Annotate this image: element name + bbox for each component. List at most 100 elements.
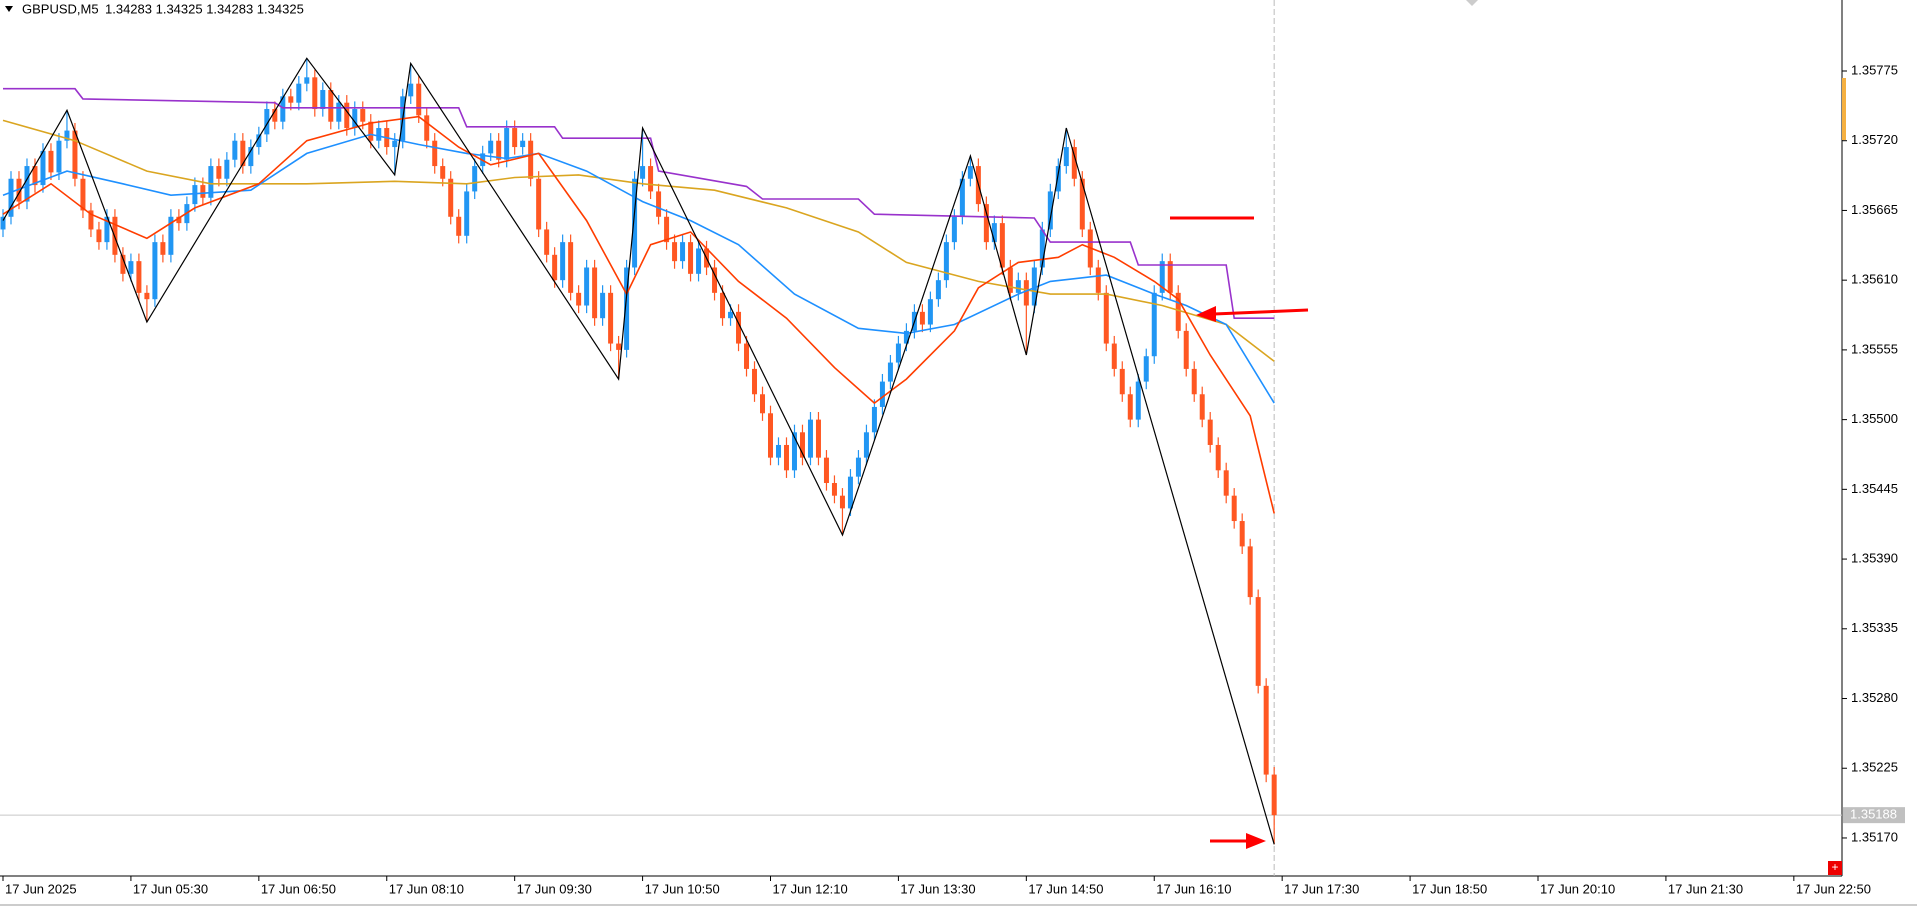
symbol-title: GBPUSD,M5	[22, 1, 99, 16]
y-tick-label: 1.35665	[1851, 202, 1898, 217]
candle-body	[696, 248, 702, 274]
candle-body	[1047, 191, 1053, 230]
candle-body	[1231, 495, 1237, 522]
candle-body	[728, 311, 734, 319]
menu-triangle[interactable]	[5, 6, 13, 12]
candle-body	[640, 166, 646, 179]
candle-body	[344, 102, 350, 129]
candle-body	[632, 178, 638, 268]
candle-body	[304, 77, 310, 84]
y-tick-label: 1.35335	[1851, 620, 1898, 635]
candle-body	[488, 140, 494, 154]
candle-body	[927, 299, 933, 325]
candle-body	[1039, 229, 1045, 268]
candle-body	[720, 292, 726, 319]
candle-body	[672, 242, 678, 262]
y-tick-label: 1.35390	[1851, 551, 1898, 566]
candle-body	[536, 178, 542, 230]
candle-body	[680, 242, 686, 262]
x-tick-label: 17 Jun 22:50	[1796, 881, 1871, 896]
candle-body	[160, 242, 166, 255]
candle-body	[879, 381, 885, 407]
candle-body	[560, 242, 566, 281]
candle-body	[951, 216, 957, 243]
candle-body	[1183, 330, 1189, 369]
add-button-icon[interactable]: +	[1831, 860, 1838, 874]
x-tick-label: 17 Jun 08:10	[389, 881, 464, 896]
candle-body	[8, 178, 14, 217]
candle-body	[40, 150, 46, 186]
candle-body	[1023, 280, 1029, 306]
candle-body	[192, 185, 198, 205]
candle-body	[0, 216, 6, 230]
x-tick-label: 17 Jun 18:50	[1412, 881, 1487, 896]
candle-body	[839, 495, 845, 509]
last-price-box	[1843, 807, 1905, 824]
axis-marker	[1842, 78, 1846, 140]
candle-body	[616, 343, 622, 350]
x-tick-label: 17 Jun 10:50	[645, 881, 720, 896]
candle-body	[1127, 394, 1133, 420]
candle-body	[1143, 356, 1149, 382]
candle-body	[336, 102, 342, 122]
last-price-label: 1.35188	[1850, 807, 1897, 822]
candle-body	[1175, 292, 1181, 331]
x-tick-label: 17 Jun 21:30	[1668, 881, 1743, 896]
x-tick-label: 17 Jun 2025	[5, 881, 77, 896]
candle-body	[1031, 267, 1037, 306]
candle-body	[1103, 292, 1109, 344]
indicator-line	[2, 57, 1275, 845]
candle-body	[1247, 546, 1253, 598]
candle-body	[280, 96, 286, 122]
candle-body	[512, 128, 518, 148]
candle-body	[624, 267, 630, 350]
candle-body	[24, 166, 30, 202]
candle-body	[320, 90, 326, 110]
candle-body	[752, 368, 758, 395]
candle-body	[240, 140, 246, 167]
candle-body	[736, 311, 742, 344]
candle-body	[1207, 419, 1213, 445]
x-tick-label: 17 Jun 12:10	[773, 881, 848, 896]
candle-body	[72, 130, 78, 179]
candle-body	[1055, 166, 1061, 192]
candle-body	[200, 185, 206, 198]
candle-body	[328, 90, 334, 122]
candle-body	[847, 476, 853, 509]
quotes: 1.34283 1.34325 1.34283 1.34325	[105, 1, 304, 16]
candle-body	[248, 147, 254, 167]
candle-body	[943, 242, 949, 281]
candle-body	[1239, 521, 1245, 547]
candle-body	[903, 330, 909, 344]
candle-body	[688, 242, 694, 274]
candle-body	[664, 216, 670, 243]
candle-body	[863, 432, 869, 458]
x-tick-label: 17 Jun 06:50	[261, 881, 336, 896]
candle-body	[528, 140, 534, 179]
candle-body	[120, 254, 126, 274]
y-tick-label: 1.35610	[1851, 272, 1898, 287]
candle-body	[744, 343, 750, 369]
annotation-arrow-head	[1246, 833, 1266, 849]
candle-body	[456, 216, 462, 236]
candle-body	[272, 109, 278, 122]
candle-body	[1223, 470, 1229, 496]
candle-body	[1015, 280, 1021, 293]
candle-body	[799, 432, 805, 458]
x-tick-label: 17 Jun 05:30	[133, 881, 208, 896]
candle-body	[935, 280, 941, 300]
candle-body	[712, 267, 718, 293]
candle-body	[224, 159, 230, 179]
indicator-line	[2, 133, 1275, 404]
add-button[interactable]	[1828, 861, 1842, 875]
candle-body	[791, 432, 797, 471]
candle-body	[416, 83, 422, 116]
candle-body	[1271, 774, 1277, 816]
candle-body	[288, 96, 294, 103]
candle-body	[80, 178, 86, 211]
x-tick-label: 17 Jun 17:30	[1284, 881, 1359, 896]
candle-body	[96, 229, 102, 243]
candle-body	[991, 223, 997, 243]
shift-marker[interactable]	[1466, 0, 1478, 6]
